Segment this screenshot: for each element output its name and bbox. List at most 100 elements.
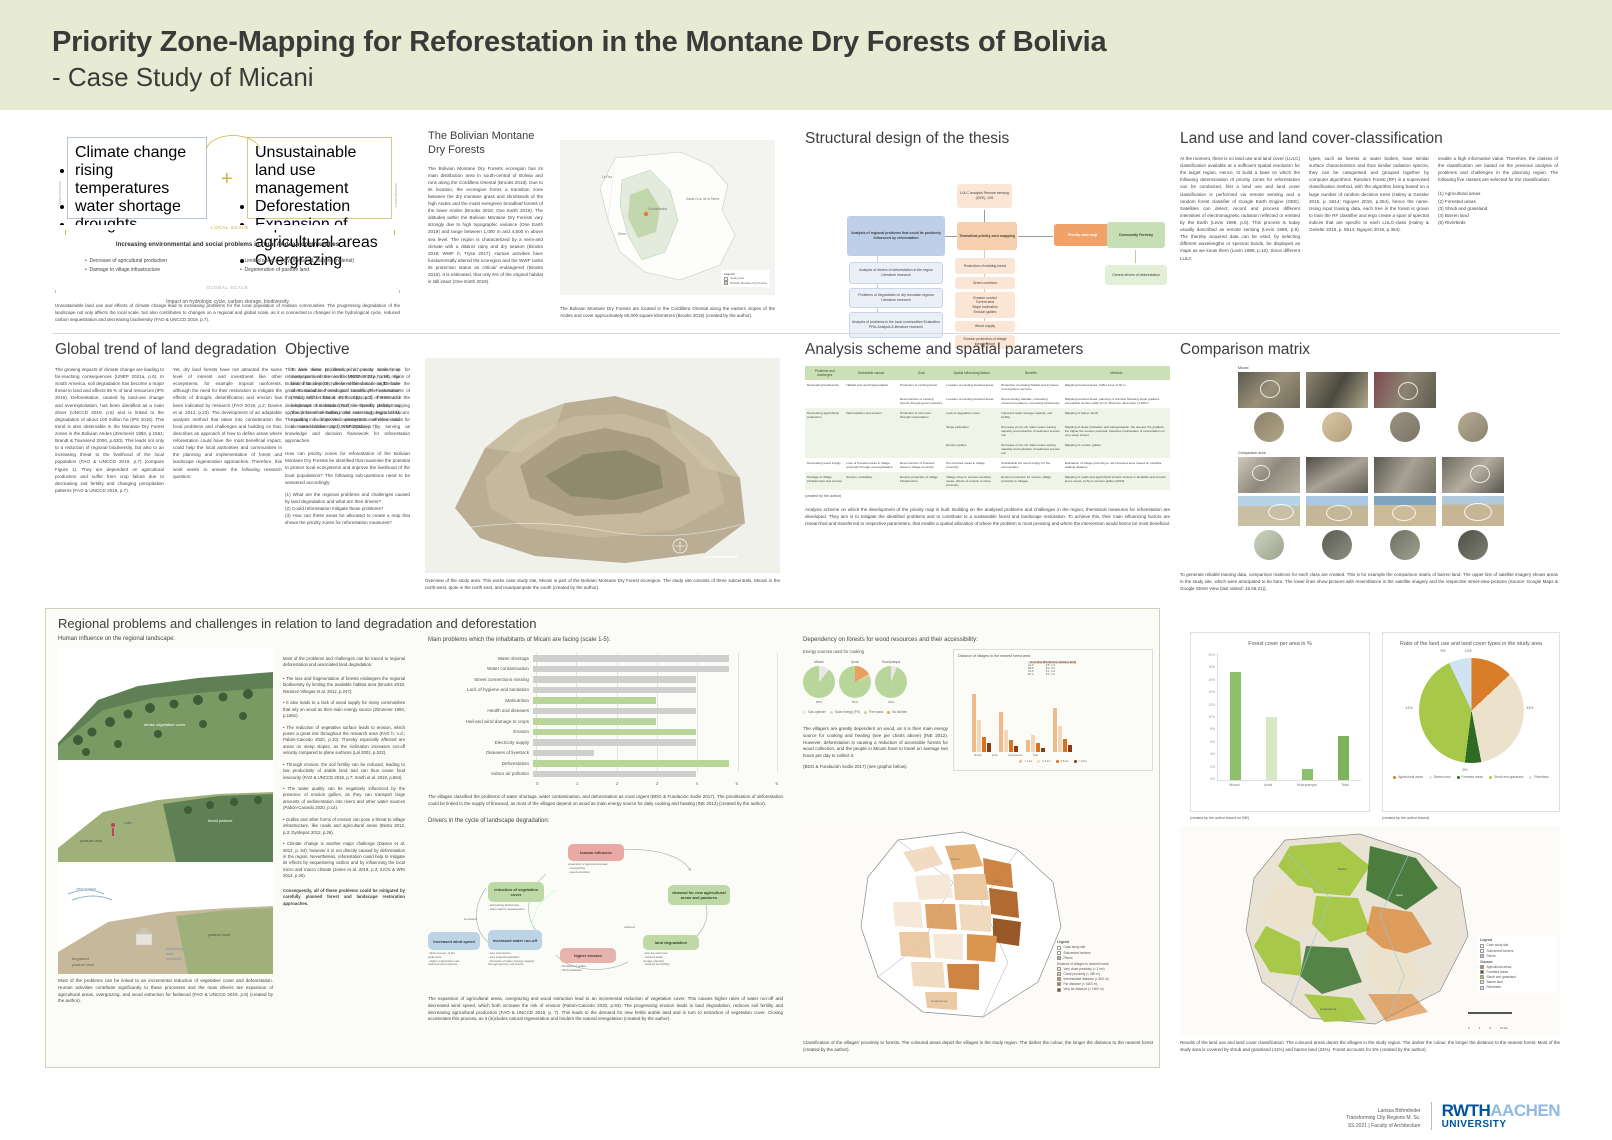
bar-group: [1053, 708, 1072, 752]
legend-item: Far distance (< 1600 m): [1057, 982, 1149, 987]
detail-image[interactable]: [1254, 530, 1284, 560]
cell: Slope inclination: [944, 422, 1000, 441]
streetview-image[interactable]: [1374, 496, 1436, 526]
legend-item: Bolivian Montane Dry Forests: [723, 281, 767, 285]
connector-arc-icon: [205, 135, 261, 150]
satellite-image[interactable]: [1442, 457, 1504, 493]
global-trend-col3: To face these problems, which occur simi…: [291, 367, 400, 429]
y-tick: 10%: [1208, 714, 1215, 719]
bullet-item: • Gullies and other forms of erosion can…: [283, 816, 405, 835]
x-tick: 4: [695, 781, 699, 786]
energy-source-note: (BDG & Fundación Sodis 2017) (see graphi…: [803, 763, 908, 769]
legend-item: Gas cylinder: [803, 710, 826, 714]
node-sub-right-0: Central drivers of deforestation: [1105, 265, 1167, 285]
cell: Protection of existing forest: [899, 383, 938, 387]
satellite-image[interactable]: [1306, 457, 1368, 493]
td: 4.5: [1029, 670, 1034, 673]
problems-bar-chart: Water shortage Water contamination Stree…: [428, 653, 778, 786]
td: C: [1028, 670, 1030, 673]
landscape-illustration-3: wind erosion degraded pasture land pastu…: [58, 864, 273, 974]
proximity-map[interactable]: Micani Ipota Huaripampa Legend Case stud…: [803, 822, 1153, 1037]
study-area-map[interactable]: [425, 358, 780, 573]
energy-pies: Energy sources used for cooking Micani 8…: [803, 649, 948, 771]
pie-graphic[interactable]: [1418, 658, 1524, 764]
bar-group: [999, 712, 1018, 752]
cycle-note-wind: - blow out exp. of the sediments - highe…: [428, 951, 460, 967]
streetview-image[interactable]: [1238, 496, 1300, 526]
legend-item: Rivers: [1057, 956, 1149, 961]
legend-item: Close proximity (< 480 m): [1057, 972, 1149, 977]
cell: Reconnection of forested areas in villag…: [899, 461, 935, 470]
plus-icon: +: [221, 168, 233, 190]
objective-question: (3) How can these areas be allocated to …: [285, 513, 410, 526]
svg-text:Micani: Micani: [1338, 867, 1347, 871]
chart-row: Hail-and wind damage to crops: [428, 716, 778, 727]
td: 3.5: [1045, 664, 1050, 667]
global-trend-section: Global trend of land degradation The gro…: [55, 341, 400, 494]
logo-university: UNIVERSITY: [1441, 1119, 1507, 1130]
x-tick: Micani: [974, 754, 982, 757]
detail-image[interactable]: [1322, 530, 1352, 560]
bar-fill: [533, 760, 729, 767]
satellite-image[interactable]: [1374, 457, 1436, 493]
objective-text: This work aims to develop a priority zon…: [285, 367, 410, 444]
pie-slice-value: 13%: [1464, 649, 1472, 654]
distance-bar-chart: [958, 682, 1148, 752]
climate-change-box: Climate change rising temperatures water…: [67, 137, 207, 233]
satellite-image[interactable]: [1306, 372, 1368, 408]
cycle-note-reduction: - decreasing biodiversity - lower carbon…: [488, 903, 525, 911]
svg-text:pasture land: pasture land: [72, 962, 94, 967]
legend-item: Riverbeds: [1480, 985, 1554, 990]
cell: Mapping forested areas, planning of shor…: [1064, 397, 1161, 406]
pie-ipota[interactable]: Ipota 81%: [839, 660, 871, 704]
svg-text:availability: availability: [166, 957, 182, 961]
cell: Evaluation of village proximity to next …: [1064, 461, 1162, 470]
y-tick: 0%: [1210, 776, 1215, 781]
y-tick: 16%: [1208, 677, 1215, 682]
detail-image[interactable]: [1458, 412, 1488, 442]
detail-image[interactable]: [1254, 412, 1284, 442]
td: 3.5: [1029, 667, 1034, 670]
climate-item: water shortage: [75, 198, 199, 216]
satellite-image[interactable]: [1238, 457, 1300, 493]
distance-title: Distance of villages to the nearest fore…: [958, 654, 1031, 658]
cell: Improved water storage capacity, soil fe…: [999, 408, 1063, 423]
montane-text: The Bolivian Montane Dry Forests ecoregi…: [428, 165, 543, 285]
x-tick: Micani: [1229, 783, 1240, 787]
thesis-flowchart: LULC analysis Remote sensing (GEE), GIS …: [805, 158, 1170, 349]
lulc-class-item: (3) Shrub and grassland: [1438, 205, 1488, 211]
objective-question: (1) What are the regional problems and c…: [285, 491, 410, 504]
lulc-result-map[interactable]: Micani Ipota Huaripampa Legend Case stud…: [1180, 826, 1560, 1036]
chart-row: Deforestation: [428, 758, 778, 769]
satellite-image[interactable]: [1374, 372, 1436, 408]
pie-slice-value: 34%: [1526, 706, 1534, 711]
pie-micani[interactable]: Micani 89%: [803, 660, 835, 704]
bolivia-map[interactable]: Cochabamba Oruro Santa Cruz de la Sierra…: [560, 140, 775, 295]
page-title: Priority Zone-Mapping for Reforestation …: [52, 26, 1107, 58]
streetview-image[interactable]: [1306, 496, 1368, 526]
lulc-map-legend: Legend Case study site Subcentral border…: [1478, 936, 1556, 993]
structural-design-section: Structural design of the thesis LULC ana…: [805, 130, 1170, 349]
landuse-item: Deforestation: [255, 198, 384, 216]
satellite-image[interactable]: [1442, 372, 1504, 408]
svg-text:Huaripampa: Huaripampa: [1320, 1007, 1337, 1011]
pie-huaripampa[interactable]: Huaripampa 94%: [875, 660, 907, 704]
cycle-note-runoff: - less interception - less evapotranspir…: [488, 951, 535, 967]
svg-text:Santa Cruz de la Sierra: Santa Cruz de la Sierra: [686, 197, 719, 201]
cell: Mapping of barren lands: [1062, 408, 1170, 423]
comparison-area-label: Comparison area: [1238, 451, 1266, 455]
cycle-label-increased: increased: [464, 917, 477, 921]
detail-image[interactable]: [1390, 530, 1420, 560]
bar-label: Erosion: [513, 729, 529, 735]
svg-text:cattle: cattle: [124, 821, 132, 825]
cell: Deforestation and erosion: [844, 408, 898, 423]
legend-item: Case study site: [1057, 945, 1149, 950]
svg-text:La Paz: La Paz: [602, 175, 612, 179]
y-tick: 4%: [1210, 752, 1215, 757]
detail-image[interactable]: [1458, 530, 1488, 560]
detail-image[interactable]: [1390, 412, 1420, 442]
detail-image[interactable]: [1322, 412, 1352, 442]
legend-item: Agricultural areas: [1393, 775, 1423, 779]
satellite-image[interactable]: [1238, 372, 1300, 408]
streetview-image[interactable]: [1442, 496, 1504, 526]
